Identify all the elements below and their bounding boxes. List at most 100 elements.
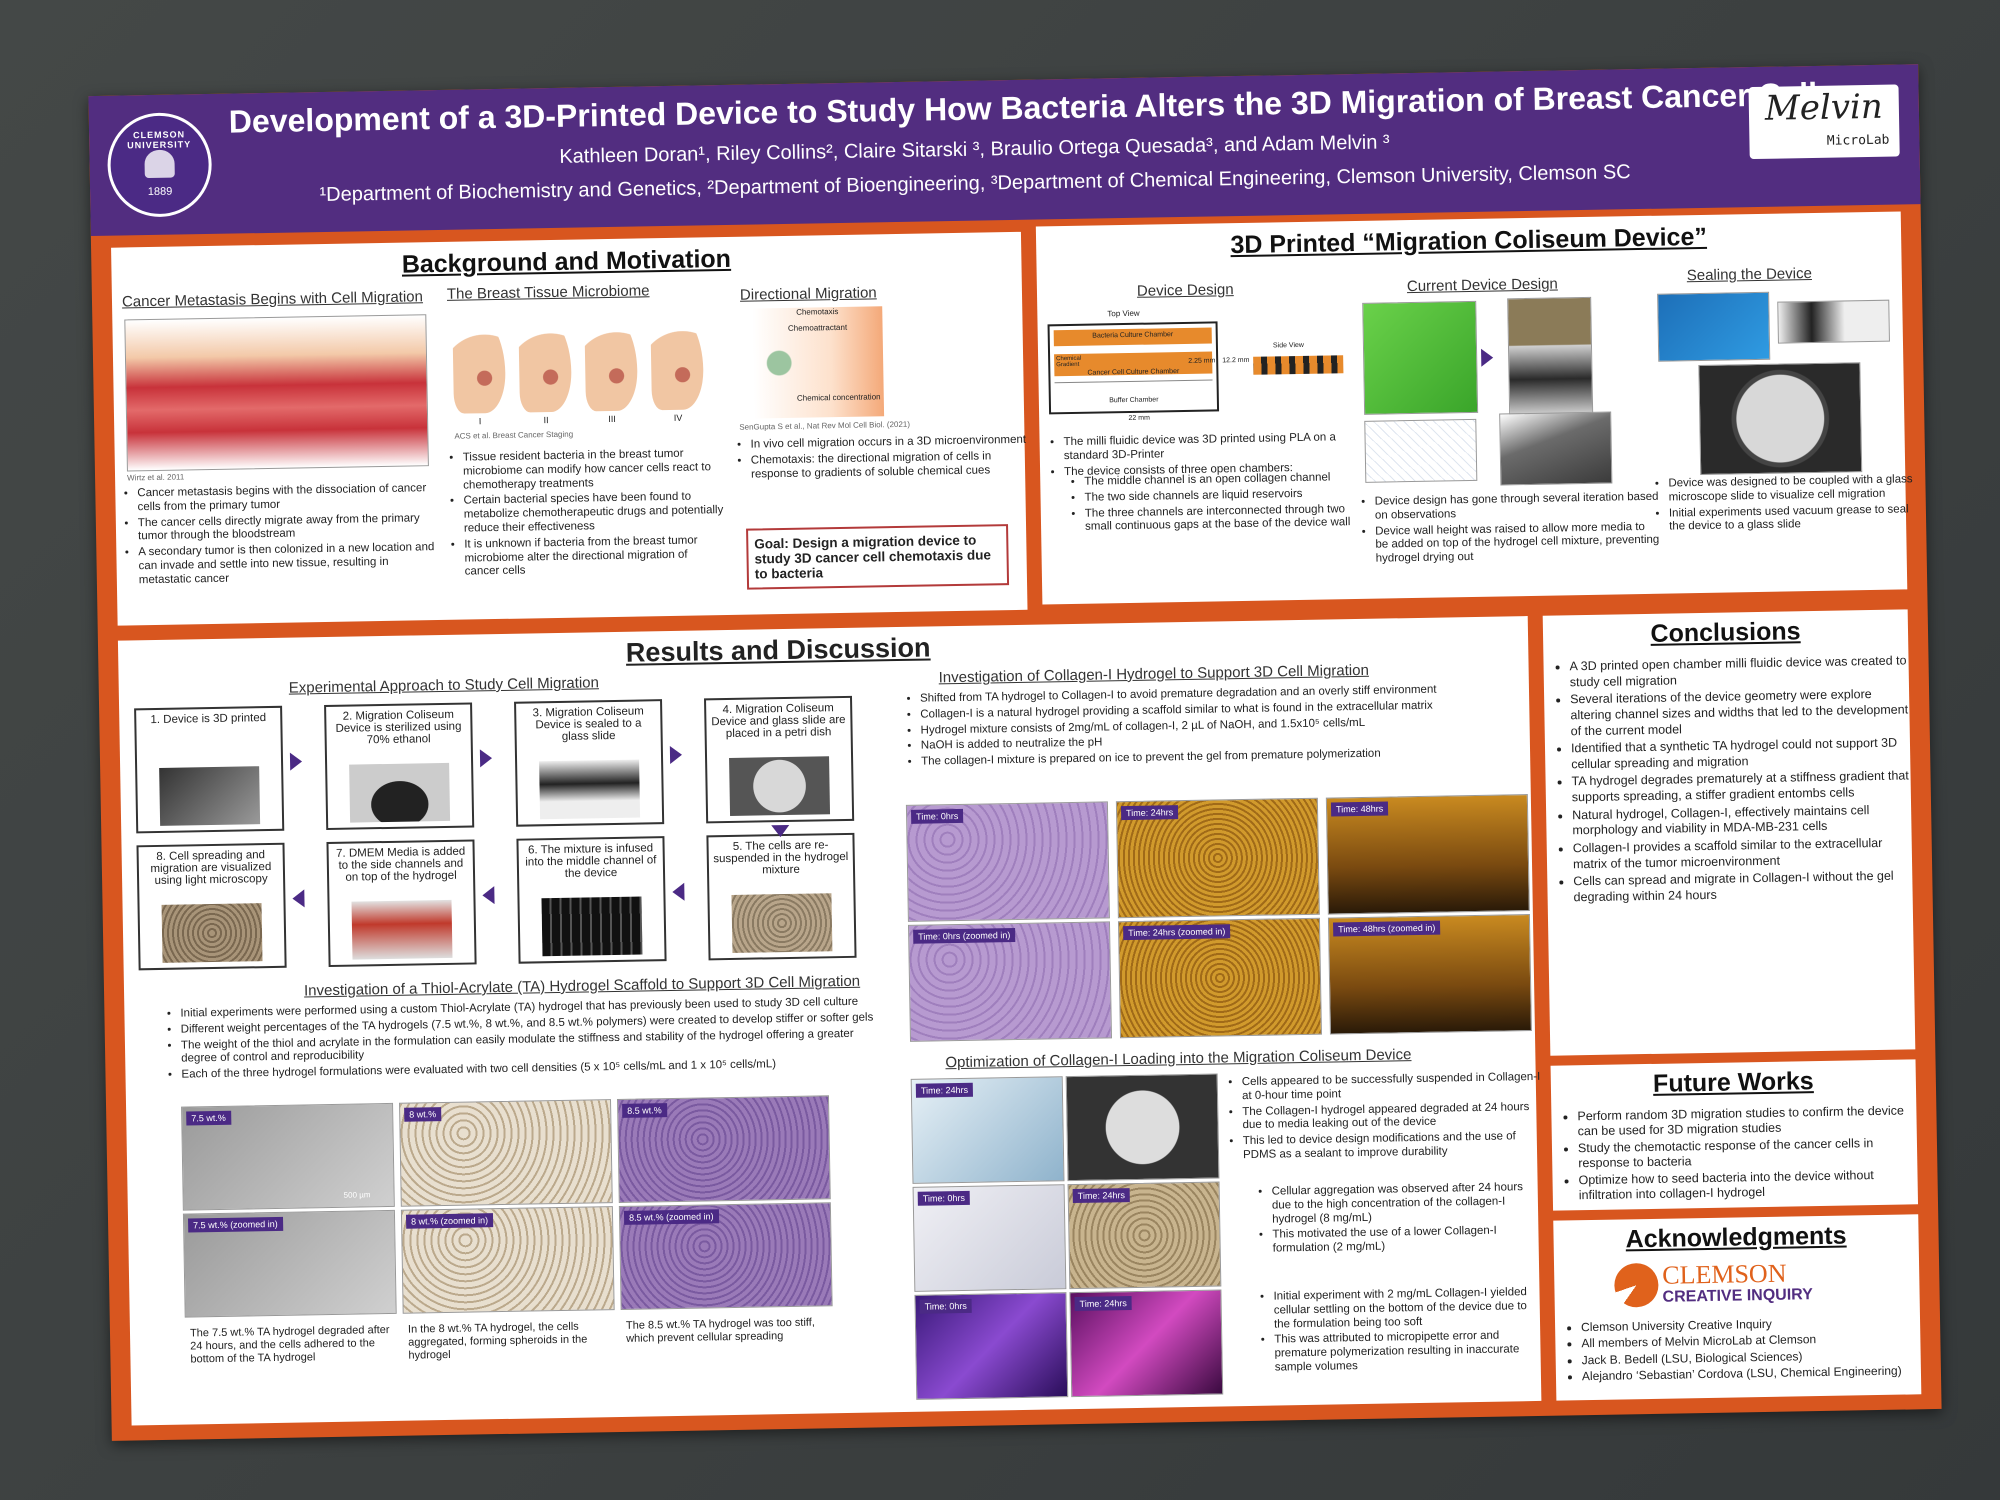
photo — [124, 314, 429, 472]
step-photo — [159, 766, 261, 826]
diagram-label: 12.2 mm — [1222, 356, 1250, 365]
bullet-list: Device design has gone through several i… — [1359, 491, 1661, 569]
subtitle: Cancer Metastasis Begins with Cell Migra… — [121, 288, 424, 311]
photo — [1657, 291, 1771, 362]
conclusions-panel: Conclusions A 3D printed open chamber mil… — [1542, 609, 1918, 1056]
subtitle: Directional Migration — [739, 284, 877, 304]
figure-axis: Chemical concentration — [796, 392, 881, 403]
step-text: 6. The mixture is infused into the middl… — [525, 842, 657, 880]
photo — [1777, 299, 1890, 344]
photo: 7.5 wt.% 500 µm — [181, 1102, 395, 1211]
subtitle: The Breast Tissue Microbiome — [446, 282, 650, 303]
step-box: 4. Migration Coliseum Device and glass s… — [704, 695, 855, 824]
photo — [1065, 1073, 1220, 1182]
subtitle: Investigation of a Thiol-Acrylate (TA) H… — [303, 972, 861, 1000]
diagram-label: Side View — [1272, 341, 1305, 350]
photo-label: Time: 24hrs — [1072, 1188, 1131, 1204]
photo-label: 8.5 wt.% — [622, 1103, 667, 1118]
bullet-list: Cells appeared to be successfully suspen… — [1226, 1071, 1544, 1165]
step-text: 4. Migration Coliseum Device and glass s… — [711, 702, 846, 741]
photo-label: Time: 24hrs — [1120, 805, 1179, 821]
step-photo — [351, 899, 453, 960]
scale-bar: 500 µm — [343, 1190, 371, 1200]
bullet: Identified that a synthetic TA hydrogel … — [1571, 735, 1916, 772]
bullet-list: Cancer metastasis begins with the dissoc… — [121, 482, 439, 590]
bullet-list: Clemson University Creative InquiryAll m… — [1565, 1314, 1927, 1386]
step-photo — [731, 893, 833, 953]
arrow — [771, 824, 790, 838]
bullet: Device was designed to be coupled with a… — [1668, 473, 1913, 505]
step-box: 8. Cell spreading and migration are visu… — [136, 842, 287, 971]
seal-name: CLEMSON UNIVERSITY — [127, 129, 192, 151]
diagram-label: 22 mm — [1128, 414, 1150, 422]
step-photo — [541, 896, 643, 957]
bullet: Cells appeared to be successfully suspen… — [1242, 1071, 1542, 1104]
figure-caption: The 8.5 wt.% TA hydrogel was too stiff, … — [625, 1316, 815, 1346]
photo — [1698, 362, 1863, 475]
arrow — [669, 745, 683, 765]
photo-label: 8 wt.% (zoomed in) — [405, 1213, 494, 1229]
photo: Time: 24hrs — [1115, 797, 1320, 919]
photo-label: Time: 48hrs (zoomed in) — [1333, 920, 1441, 937]
photo-label: Time: 0hrs — [917, 1190, 971, 1206]
photo-label: Time: 24hrs — [915, 1082, 974, 1098]
bullet-list: In vivo cell migration occurs in a 3D mi… — [734, 434, 1036, 485]
photo: 8.5 wt.% (zoomed in) — [618, 1202, 833, 1310]
diagram-label: Chemical Gradient — [1056, 355, 1082, 369]
step-box: 7. DMEM Media is added to the side chann… — [326, 839, 477, 968]
bullet: A 3D printed open chamber milli fluidic … — [1569, 653, 1914, 690]
diagram-body: Bacteria Culture Chamber Chemical Gradien… — [1047, 321, 1220, 415]
step-photo — [161, 903, 263, 963]
bullet: Device wall height was raised to allow m… — [1375, 520, 1661, 566]
photo: Time: 0hrs — [905, 801, 1110, 922]
breast-illustration — [452, 312, 506, 414]
step-box: 5. The cells are re-suspended in the hyd… — [706, 832, 857, 961]
logo-sub: CREATIVE INQUIRY — [1662, 1286, 1813, 1306]
stage-label: III — [608, 413, 616, 425]
seal-tree — [144, 149, 175, 179]
arrow — [292, 889, 305, 908]
bullet-list: Shifted from TA hydrogel to Collagen-I t… — [904, 682, 1521, 772]
photo: 8.5 wt.% — [616, 1095, 831, 1203]
bullet-list: Perform random 3D migration studies to c… — [1561, 1103, 1924, 1205]
photo — [1364, 418, 1478, 483]
photo-label: Time: 48hrs — [1330, 801, 1389, 817]
device-panel: 3D Printed “Migration Coliseum Device” De… — [1035, 211, 1913, 605]
arrow — [289, 752, 303, 771]
bullet: Optimize how to seed bacteria into the d… — [1578, 1167, 1923, 1203]
bullet: Chemotaxis: the directional migration of… — [751, 449, 1036, 482]
logo-sub: MicroLab — [1826, 132, 1890, 149]
photo — [1499, 411, 1613, 486]
citation: SenGupta S et al., Nat Rev Mol Cell Biol… — [739, 419, 911, 432]
arrow — [1481, 348, 1494, 367]
stage-label: IV — [673, 412, 683, 423]
citation: Wirtz et al. 2011 — [126, 472, 185, 483]
bullet: The cancer cells directly migrate away f… — [138, 512, 438, 545]
bullet: Cells can spread and migrate in Collagen… — [1573, 868, 1918, 905]
step-text: 1. Device is 3D printed — [150, 712, 267, 727]
photo: Time: 48hrs — [1325, 794, 1530, 915]
creative-inquiry-icon — [1614, 1262, 1659, 1308]
bullet: This was attributed to micropipette erro… — [1274, 1329, 1547, 1375]
section-heading: 3D Printed “Migration Coliseum Device” — [1230, 222, 1708, 260]
bullet: It is unknown if bacteria from the breas… — [464, 534, 725, 580]
photo — [1507, 296, 1594, 416]
device-diagram: Top View Bacteria Culture Chamber Chemical… — [1047, 305, 1349, 430]
chemotaxis-figure: Chemotaxis Chemoattractant Chemical concen… — [752, 306, 885, 419]
step-photo — [539, 759, 641, 820]
step-photo — [729, 756, 831, 816]
bullet: Tissue resident bacteria in the breast t… — [463, 447, 724, 493]
arrow — [672, 882, 685, 901]
step-box: 6. The mixture is infused into the middl… — [516, 836, 667, 964]
section-heading: Results and Discussion — [625, 632, 931, 668]
step-box: 3. Migration Coliseum Device is sealed t… — [514, 699, 665, 827]
photo-label: 8.5 wt.% (zoomed in) — [623, 1209, 719, 1225]
photo: Time: 24hrs (zoomed in) — [1117, 917, 1322, 1039]
bullet: Study the chemotactic response of the ca… — [1578, 1135, 1923, 1171]
photo-label: 7.5 wt.% (zoomed in) — [188, 1216, 283, 1233]
seal: CLEMSON UNIVERSITY 1889 — [106, 111, 213, 218]
bullet: Natural hydrogel, Collagen-I, effectivel… — [1572, 802, 1917, 839]
figure-caption: The 7.5 wt.% TA hydrogel degraded after … — [189, 1324, 390, 1366]
photo: Time: 24hrs — [1067, 1181, 1222, 1290]
